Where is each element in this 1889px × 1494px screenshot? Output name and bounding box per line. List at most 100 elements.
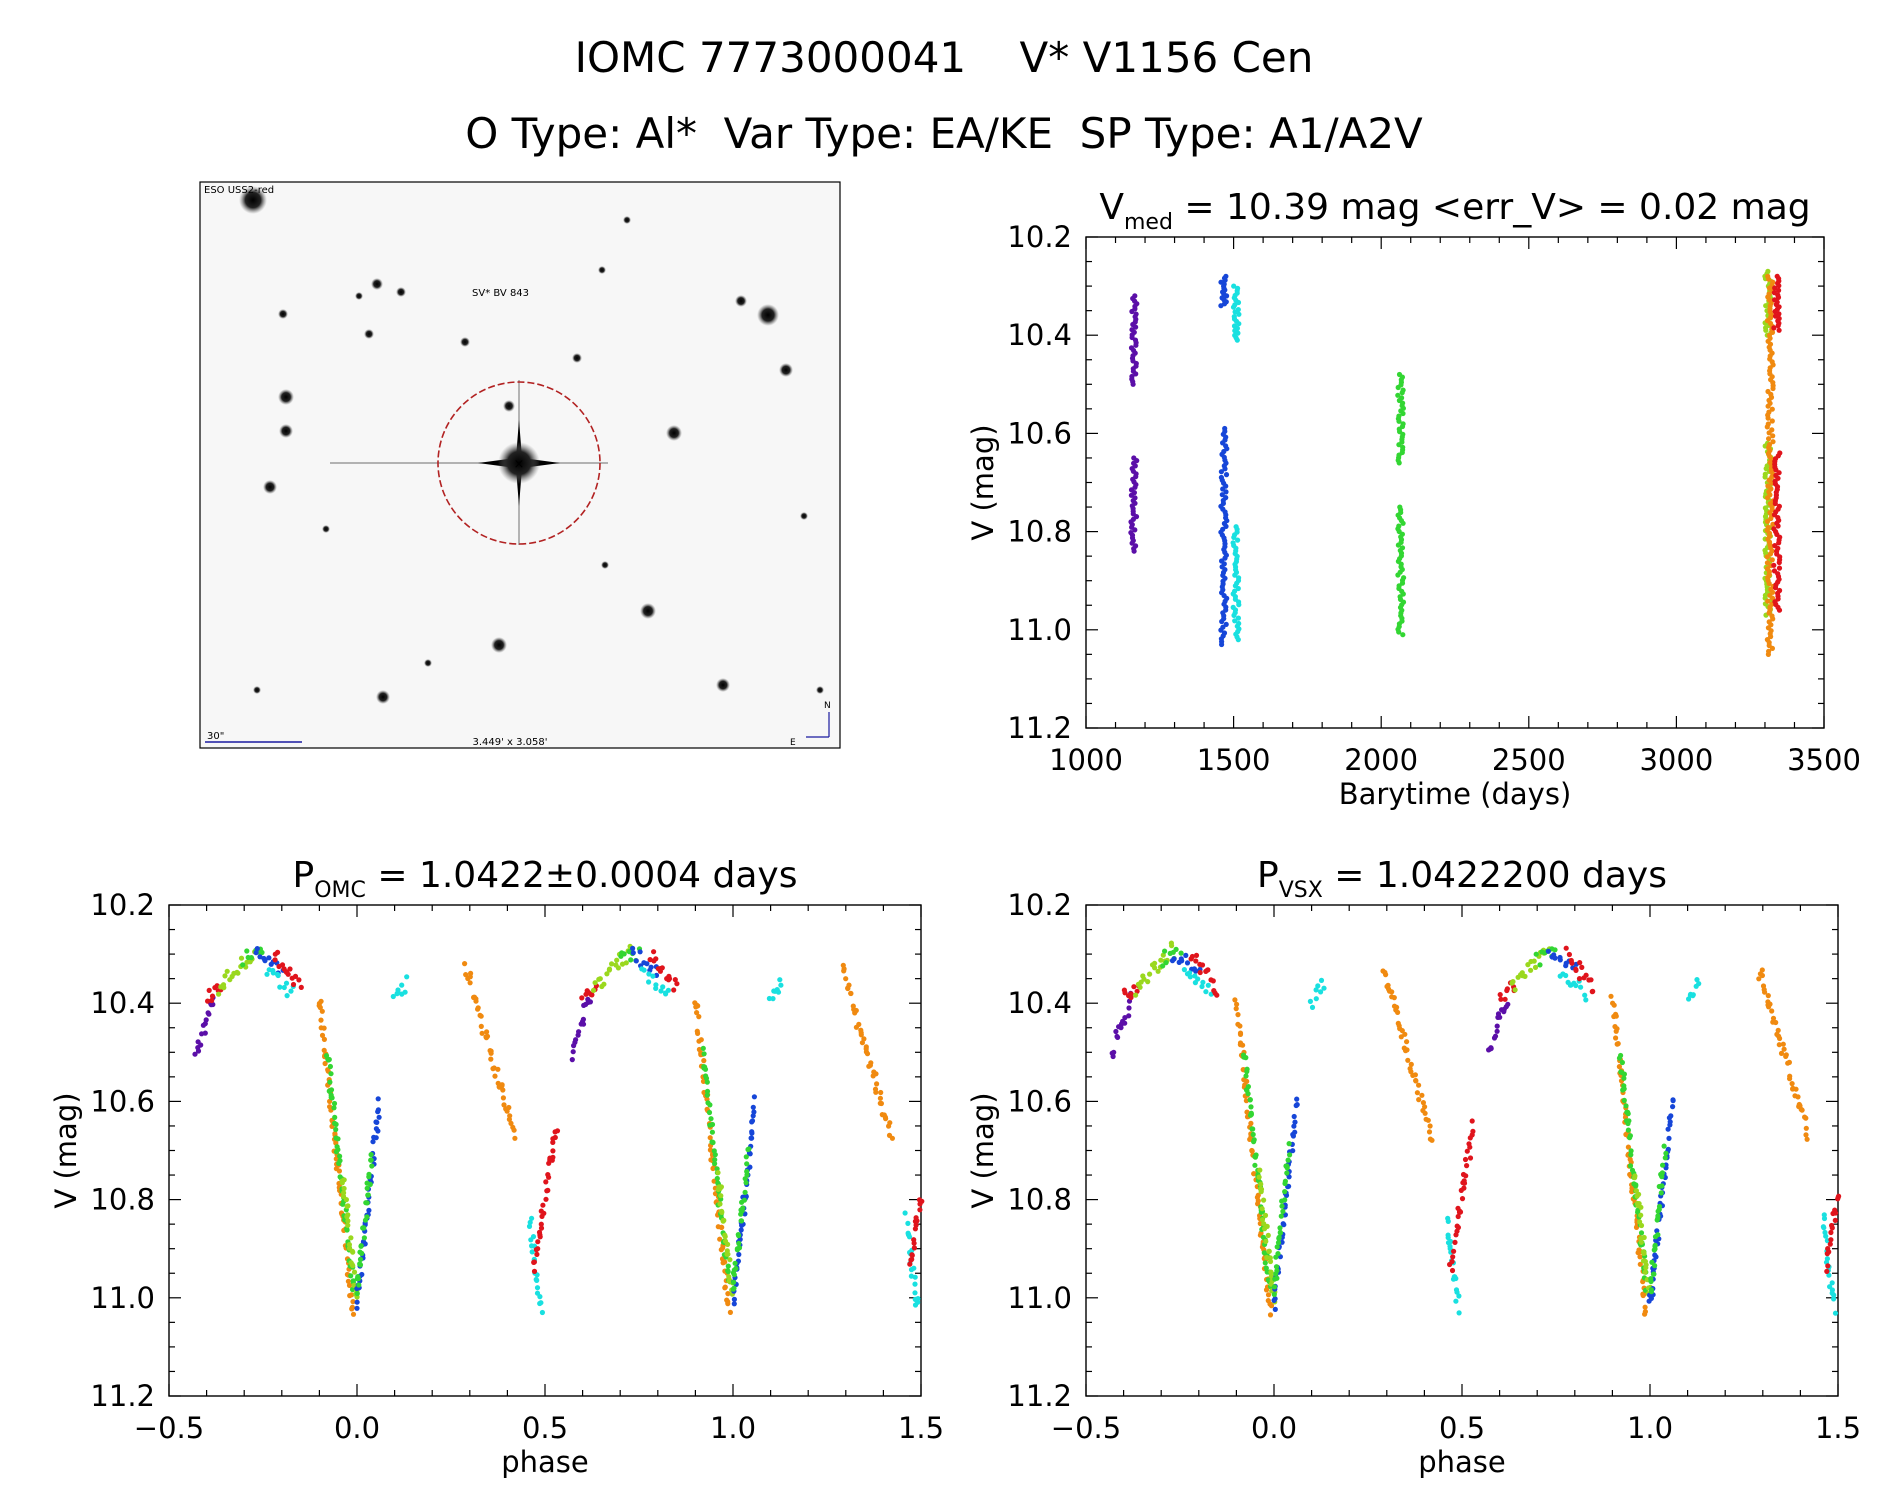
data-point [1666,1135,1672,1141]
data-point [1257,1167,1263,1173]
data-point [1638,1230,1645,1236]
data-point [1787,1076,1793,1082]
data-point [354,1305,360,1311]
data-point [350,1263,356,1269]
data-point [345,1203,351,1209]
data-point [1133,342,1139,348]
data-point [873,1089,879,1095]
field-star [735,295,747,307]
data-point [1425,1117,1431,1123]
data-point [1236,602,1242,608]
data-point [1668,1113,1674,1119]
data-point [1232,618,1238,624]
data-point [368,1157,374,1163]
data-point [1456,1310,1462,1316]
data-point [341,1185,347,1192]
data-point [1625,1120,1631,1127]
data-point [1258,1189,1264,1195]
data-point [1488,1045,1494,1052]
data-point [1247,1112,1254,1118]
data-point [1400,410,1406,417]
data-point [1588,977,1594,983]
data-point [573,1037,579,1043]
plot-frame [1085,236,1825,729]
data-point [637,949,643,955]
data-point [1455,1224,1461,1231]
x-tick-label: 1.5 [898,1411,944,1445]
data-point [1696,981,1702,987]
data-point [550,1139,556,1145]
data-point [1313,996,1319,1002]
data-point [1652,1252,1658,1258]
panel-title: POMC = 1.0422±0.0004 days [293,855,798,903]
data-point [1218,469,1224,475]
data-point [275,949,281,956]
data-point [475,1005,481,1011]
data-point [1274,1268,1280,1274]
data-point [506,1116,512,1122]
data-point [1613,1035,1619,1041]
data-point [279,962,286,968]
data-point [1249,1126,1255,1132]
data-point [1283,1163,1289,1169]
data-point [373,1135,379,1141]
data-point [1268,1269,1274,1275]
y-tick-label: 11.2 [90,1379,155,1413]
field-star [263,480,277,494]
data-point [1566,951,1572,958]
field-star [601,561,609,569]
data-point [366,1171,372,1177]
data-point [1651,1271,1657,1277]
data-point [361,1225,367,1231]
data-point [704,1079,710,1085]
data-point [878,1089,884,1096]
data-point [1765,403,1771,409]
data-point [1256,1174,1262,1180]
data-point [1321,985,1327,991]
data-point [1512,987,1518,993]
data-point [202,1030,208,1036]
data-point [1828,1237,1834,1243]
data-point [1625,1127,1631,1133]
data-point [333,1121,339,1127]
data-point [1389,989,1395,995]
data-point [1616,1064,1622,1070]
data-point [328,1087,335,1093]
data-point [609,961,615,967]
data-point [1236,311,1242,317]
data-point [1625,1111,1631,1117]
finder-fov-label: 3.449' x 3.058' [472,737,547,748]
data-point [478,1023,484,1029]
field-star [491,637,507,653]
data-point [1416,1097,1422,1103]
data-point [327,1079,333,1085]
data-point [206,987,212,994]
data-point [209,997,215,1004]
data-point [340,1201,346,1207]
y-axis-label: V (mag) [966,1092,1000,1208]
data-point [731,1279,737,1285]
data-point [355,1274,361,1280]
data-point [375,1128,381,1134]
data-point [749,1130,755,1136]
data-point [736,1240,742,1246]
data-point [1231,612,1237,619]
data-point [1775,323,1781,329]
data-point [1464,1148,1470,1154]
data-point [1661,1143,1667,1149]
data-point [733,1265,739,1272]
data-point [367,1181,373,1187]
data-point [704,1088,711,1094]
data-point [350,1299,356,1305]
data-point [1461,1178,1467,1184]
data-point [210,1001,216,1008]
data-point [1208,991,1214,997]
data-point [395,987,401,993]
data-point [774,987,780,993]
data-point [373,1119,379,1125]
data-point [550,1148,556,1154]
data-point [266,955,272,961]
data-point [665,987,672,993]
data-point [1232,572,1238,578]
